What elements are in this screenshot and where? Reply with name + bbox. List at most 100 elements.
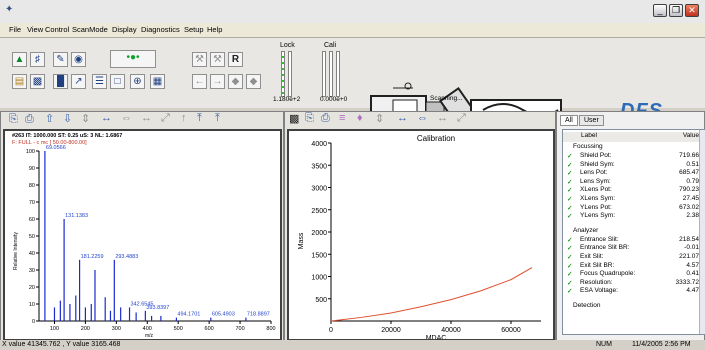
app-icon: ✦ bbox=[5, 4, 14, 15]
menu-diagnostics[interactable]: Diagnostics bbox=[141, 25, 180, 34]
list-item: ✓ Exit Slit: 221.07 bbox=[563, 253, 703, 262]
zoom-x2-icon[interactable]: ⇔ bbox=[121, 112, 132, 124]
arrow-down-icon[interactable]: ⇩ bbox=[63, 113, 73, 125]
arrow-left-icon[interactable]: ← bbox=[192, 74, 207, 89]
lock-label: Lock bbox=[280, 42, 295, 49]
list-item: ✓ Shield Pot: 719.66 bbox=[563, 152, 703, 161]
list-item: ✓ Entrance Slit BR: -0.01 bbox=[563, 244, 703, 253]
open-folder-icon[interactable]: ▤ bbox=[12, 74, 27, 89]
scrollbar[interactable] bbox=[699, 130, 705, 334]
start-icon[interactable]: ▲ bbox=[12, 52, 27, 67]
fit-icon[interactable]: ≡ bbox=[339, 112, 346, 124]
menu-scanmode[interactable]: ScanMode bbox=[72, 25, 108, 34]
y-tick-label: 20 bbox=[29, 285, 35, 291]
expand2-icon[interactable]: ⤢ bbox=[457, 112, 466, 124]
item-value: 0.51 bbox=[686, 160, 699, 168]
y-tick-label: 80 bbox=[29, 183, 35, 189]
item-label: YLens Sym: bbox=[580, 212, 616, 220]
y-tick-label: 2500 bbox=[311, 208, 327, 215]
calibration-line bbox=[330, 267, 533, 322]
check-icon: ✓ bbox=[567, 236, 573, 244]
copy-icon[interactable]: ⎘ bbox=[9, 113, 18, 125]
item-label: Exit Slit: bbox=[580, 253, 604, 260]
arrows-icon[interactable]: ↔ bbox=[141, 112, 152, 124]
menu-file[interactable]: File bbox=[9, 25, 22, 34]
spectrum-plot[interactable]: #263 IT: 1000.000 ST: 0.25 uS: 3 NL: 1.6… bbox=[3, 129, 282, 341]
check-icon: ✓ bbox=[567, 213, 573, 221]
x-axis-label: m/z bbox=[145, 333, 154, 339]
tab-user[interactable]: User bbox=[579, 115, 604, 126]
cali-label: Cali bbox=[324, 42, 337, 49]
x-tick-label: 700 bbox=[235, 326, 244, 332]
menu-view[interactable]: View bbox=[27, 25, 44, 34]
y-tick-label: 500 bbox=[315, 297, 327, 304]
menu-setup[interactable]: Setup bbox=[184, 25, 204, 34]
add-icon[interactable]: ⊕ bbox=[130, 74, 145, 89]
readback-list: Label Value Focussing ✓ Shield Pot: 719.66 ✓ Sh… bbox=[562, 129, 705, 335]
check-icon: ✓ bbox=[567, 254, 573, 261]
wrench-icon[interactable]: ⚒ bbox=[192, 52, 207, 67]
zoom-x3-icon[interactable]: ↔ bbox=[397, 112, 408, 124]
scan-mode-icon[interactable]: •●• bbox=[110, 50, 156, 68]
print2-icon[interactable]: ⎙ bbox=[321, 112, 330, 124]
r-icon[interactable]: R bbox=[228, 52, 243, 67]
save-icon[interactable]: ▩ bbox=[30, 74, 45, 89]
arrow-up-icon[interactable]: ⇧ bbox=[45, 113, 55, 125]
menu-help[interactable]: Help bbox=[207, 25, 223, 34]
y-tick-label: 30 bbox=[29, 268, 35, 274]
up-small-icon[interactable]: ↑ bbox=[181, 112, 187, 124]
window-icon[interactable]: □ bbox=[110, 74, 125, 89]
check-icon: ✓ bbox=[567, 245, 573, 253]
save-small-icon[interactable]: ▩ bbox=[289, 113, 300, 125]
expand-icon[interactable]: ⤢ bbox=[161, 112, 170, 124]
top-align-icon[interactable]: ⤒ bbox=[197, 112, 202, 124]
top-icon[interactable]: ⤒ bbox=[215, 112, 220, 124]
calibration-panel: ▩ ⎘ ⎙ ≡ ♦ ⇕ ↔ ⇔ ↔ ⤢ Calibration 4000 3500 3… bbox=[284, 111, 556, 341]
list-view-icon[interactable]: ☰ bbox=[92, 74, 107, 89]
camera-icon[interactable]: ◉ bbox=[71, 52, 86, 67]
wrench2-icon[interactable]: ⚒ bbox=[210, 52, 225, 67]
arrows2-icon[interactable]: ↔ bbox=[437, 112, 448, 124]
check-icon: ✓ bbox=[567, 271, 573, 279]
minimize-button[interactable]: _ bbox=[653, 4, 667, 17]
updown2-icon[interactable]: ⇕ bbox=[375, 113, 385, 125]
edit-chart-icon[interactable]: ✎ bbox=[53, 52, 68, 67]
close-button[interactable]: ✕ bbox=[685, 4, 699, 17]
arrow-right-icon[interactable]: → bbox=[210, 74, 225, 89]
copy2-icon[interactable]: ⎘ bbox=[305, 112, 314, 124]
check-icon: ✓ bbox=[567, 204, 573, 212]
updown-icon[interactable]: ⇕ bbox=[81, 113, 91, 125]
item-label: Focus Quadrupole: bbox=[580, 270, 636, 278]
x-tick-label: 500 bbox=[174, 326, 183, 332]
x-tick-label: 800 bbox=[266, 326, 275, 332]
x-tick-label: 200 bbox=[81, 326, 90, 332]
item-value: 27.45 bbox=[682, 195, 699, 202]
menu-display[interactable]: Display bbox=[112, 25, 137, 34]
item-value: 221.07 bbox=[679, 253, 699, 260]
lock-bars bbox=[281, 51, 292, 97]
calibration-plot[interactable]: Calibration 4000 3500 3000 2500 2000 1500 1000 5… bbox=[287, 129, 555, 341]
restore-button[interactable]: ❐ bbox=[669, 4, 683, 17]
step2-icon[interactable]: ◆ bbox=[246, 74, 261, 89]
lock-value: 1.180e+2 bbox=[273, 96, 301, 103]
print-icon[interactable]: ⎙ bbox=[25, 113, 34, 125]
item-value: 218.54 bbox=[679, 235, 699, 243]
check-icon: ✓ bbox=[567, 178, 573, 186]
item-label: XLens Sym: bbox=[580, 195, 616, 202]
trend-view-icon[interactable]: ↗ bbox=[71, 74, 86, 89]
tune-icon[interactable]: ♯ bbox=[30, 52, 45, 67]
check-icon: ✓ bbox=[567, 196, 573, 203]
y-tick-label: 10 bbox=[29, 302, 35, 308]
fit2-icon[interactable]: ♦ bbox=[357, 112, 363, 124]
spectrum-view-icon[interactable]: █ bbox=[53, 74, 68, 89]
step-icon[interactable]: ◆ bbox=[228, 74, 243, 89]
zoom-x-icon[interactable]: ↔ bbox=[101, 112, 112, 124]
peak-label: 131.1383 bbox=[65, 213, 88, 219]
x-axis-label: MDAC bbox=[426, 335, 447, 339]
check-icon: ✓ bbox=[567, 170, 573, 178]
tab-all[interactable]: All bbox=[560, 115, 578, 126]
matrix-icon[interactable]: ▦ bbox=[150, 74, 165, 89]
menu-control[interactable]: Control bbox=[45, 25, 70, 34]
zoom-x4-icon[interactable]: ⇔ bbox=[417, 112, 428, 124]
